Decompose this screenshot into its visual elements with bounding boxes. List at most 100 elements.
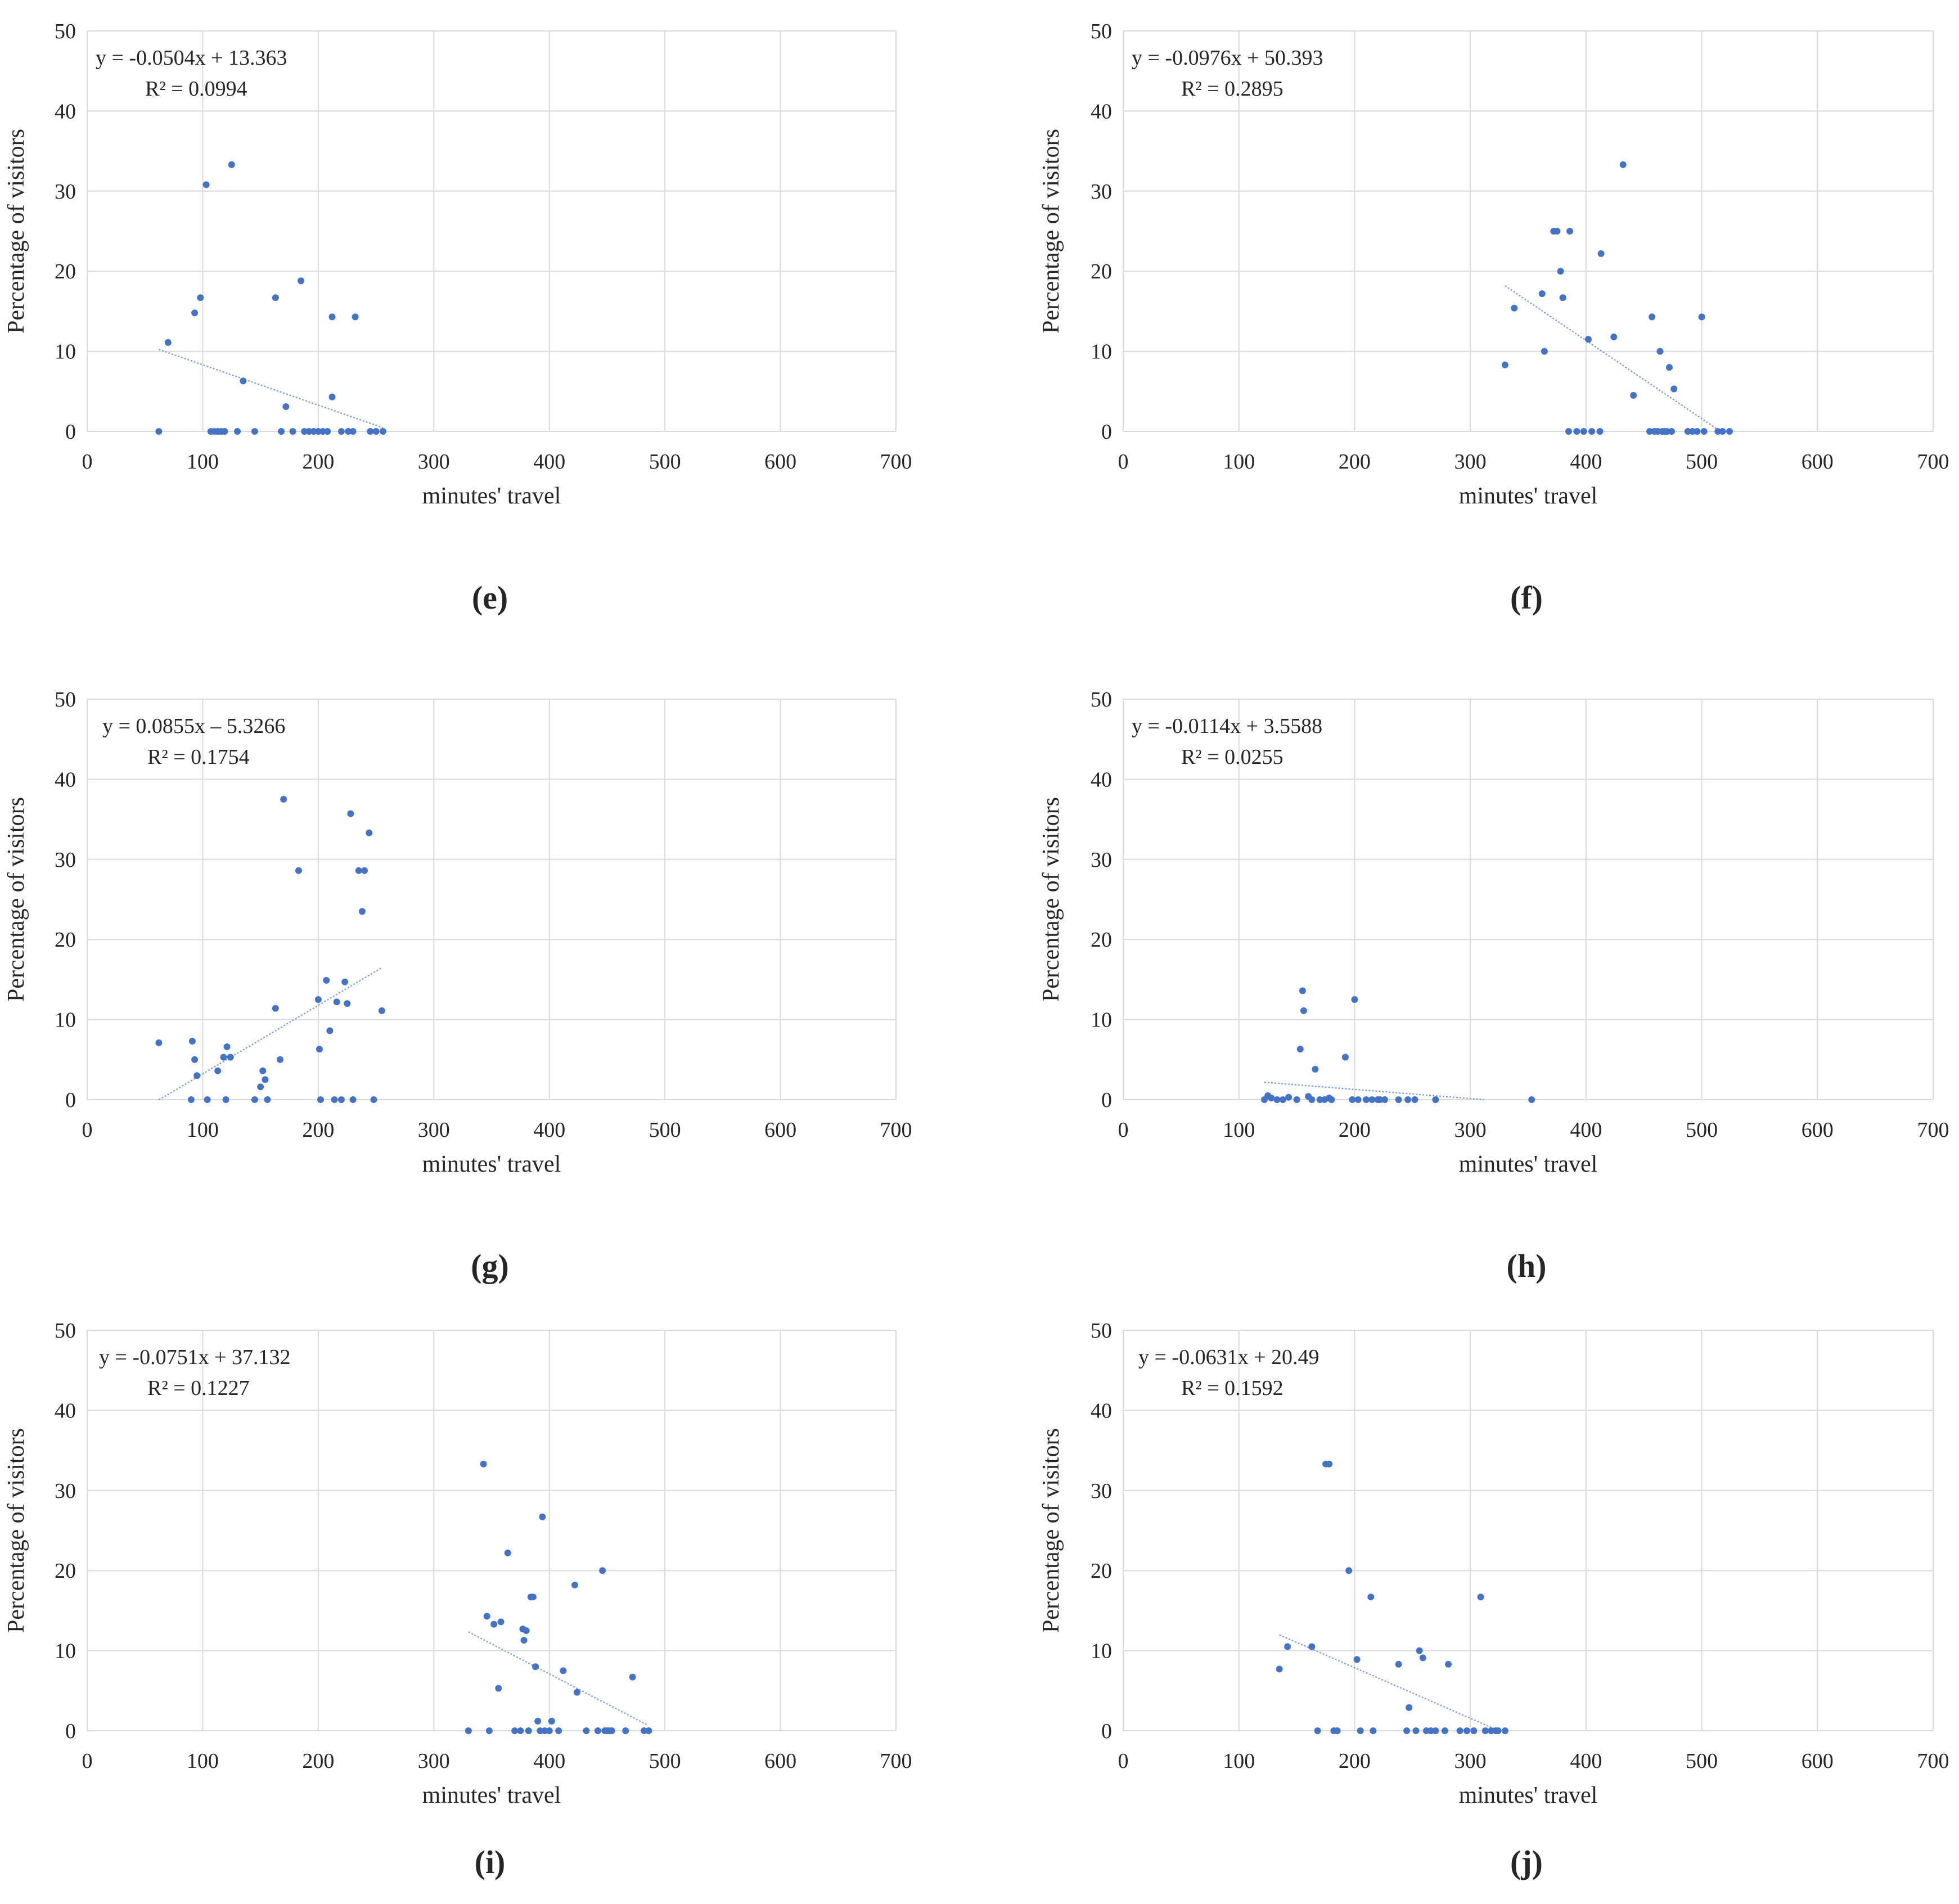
data-point: [1445, 1660, 1452, 1668]
y-tick-label: 40: [55, 1399, 76, 1423]
data-point: [1299, 987, 1306, 994]
data-point: [1353, 1656, 1361, 1663]
data-point: [333, 998, 340, 1006]
data-point: [323, 976, 330, 984]
panel-label: (h): [1507, 1248, 1547, 1284]
y-tick-label: 10: [55, 1009, 76, 1032]
y-tick-label: 10: [1091, 1640, 1112, 1663]
data-point: [347, 810, 354, 817]
data-point: [645, 1727, 652, 1734]
data-point: [370, 1096, 377, 1103]
x-axis-title: minutes' travel: [422, 1151, 561, 1177]
data-point: [1619, 161, 1627, 168]
y-tick-label: 40: [1091, 1399, 1112, 1423]
y-tick-label: 20: [55, 928, 76, 952]
y-tick-label: 10: [1091, 340, 1112, 364]
x-tick-label: 400: [533, 450, 565, 474]
data-point: [1416, 1647, 1423, 1654]
data-point: [1406, 1704, 1413, 1711]
data-point: [164, 339, 172, 346]
data-point: [1308, 1096, 1316, 1103]
x-tick-label: 600: [1802, 450, 1834, 474]
data-point: [1368, 1096, 1376, 1103]
y-tick-label: 0: [65, 1720, 76, 1743]
x-tick-label: 0: [1118, 1118, 1129, 1142]
data-point: [272, 1005, 279, 1012]
data-point: [574, 1689, 581, 1696]
data-point: [539, 1513, 546, 1520]
x-tick-label: 500: [649, 1118, 681, 1142]
data-point: [272, 294, 279, 301]
data-point: [1470, 1727, 1478, 1734]
data-point: [222, 1096, 229, 1103]
data-point: [1553, 228, 1561, 235]
data-point: [1349, 1096, 1356, 1103]
data-point: [1654, 428, 1661, 435]
data-point: [1308, 1643, 1316, 1650]
data-point: [1293, 1096, 1300, 1103]
trendline: [1264, 1081, 1484, 1101]
data-point: [583, 1727, 590, 1734]
data-point: [317, 1096, 324, 1103]
x-tick-label: 400: [1570, 450, 1602, 474]
data-point: [548, 1717, 555, 1725]
data-point: [1412, 1727, 1420, 1734]
y-tick-label: 50: [55, 688, 76, 712]
trendline: [1279, 1634, 1498, 1731]
x-axis-title: minutes' travel: [422, 483, 561, 509]
data-point: [1341, 1054, 1349, 1061]
data-point: [378, 1007, 385, 1014]
data-point: [1630, 391, 1637, 399]
data-point: [280, 796, 287, 803]
data-point: [1273, 1096, 1281, 1103]
data-point: [1367, 1594, 1375, 1601]
data-point: [1395, 1096, 1402, 1103]
y-tick-label: 30: [55, 1479, 76, 1503]
data-point: [324, 428, 331, 435]
data-point: [1597, 250, 1605, 257]
data-point: [1285, 1093, 1293, 1101]
data-point: [1422, 1727, 1430, 1734]
data-point: [188, 1038, 196, 1045]
trendline-r2: R² = 0.0255: [1181, 745, 1284, 769]
data-point: [259, 1067, 267, 1074]
data-point: [1538, 290, 1546, 298]
data-point: [520, 1637, 528, 1644]
data-point: [345, 428, 352, 435]
data-point: [1573, 428, 1580, 435]
data-point: [1646, 428, 1653, 435]
data-point: [1649, 313, 1656, 321]
data-point: [1714, 428, 1722, 435]
data-point: [1566, 228, 1574, 235]
trendline-equation: y = -0.0976x + 50.393: [1132, 46, 1323, 70]
data-point: [278, 428, 285, 435]
data-point: [1351, 996, 1358, 1003]
x-tick-label: 600: [764, 1749, 796, 1773]
data-point: [251, 428, 258, 435]
data-point: [1596, 428, 1604, 435]
data-point: [1584, 336, 1592, 343]
data-point: [367, 428, 374, 435]
x-tick-label: 500: [649, 1749, 681, 1773]
x-tick-label: 500: [1686, 450, 1718, 474]
data-point: [187, 1096, 195, 1103]
data-point: [517, 1727, 524, 1734]
y-tick-label: 0: [1101, 420, 1112, 444]
data-point: [1357, 1727, 1364, 1734]
data-point: [599, 1567, 606, 1574]
x-axis-title: minutes' travel: [422, 1783, 561, 1808]
data-point: [277, 1056, 284, 1063]
data-point: [204, 1096, 211, 1103]
data-point: [328, 313, 336, 321]
trendline-r2: R² = 0.0994: [145, 77, 247, 101]
data-point: [1665, 364, 1673, 371]
x-tick-label: 700: [1917, 1118, 1949, 1142]
data-point: [220, 1054, 227, 1061]
data-point: [534, 1717, 542, 1725]
x-tick-label: 0: [1118, 450, 1129, 474]
trendline-r2: R² = 0.1592: [1181, 1376, 1284, 1400]
data-point: [349, 1096, 357, 1103]
